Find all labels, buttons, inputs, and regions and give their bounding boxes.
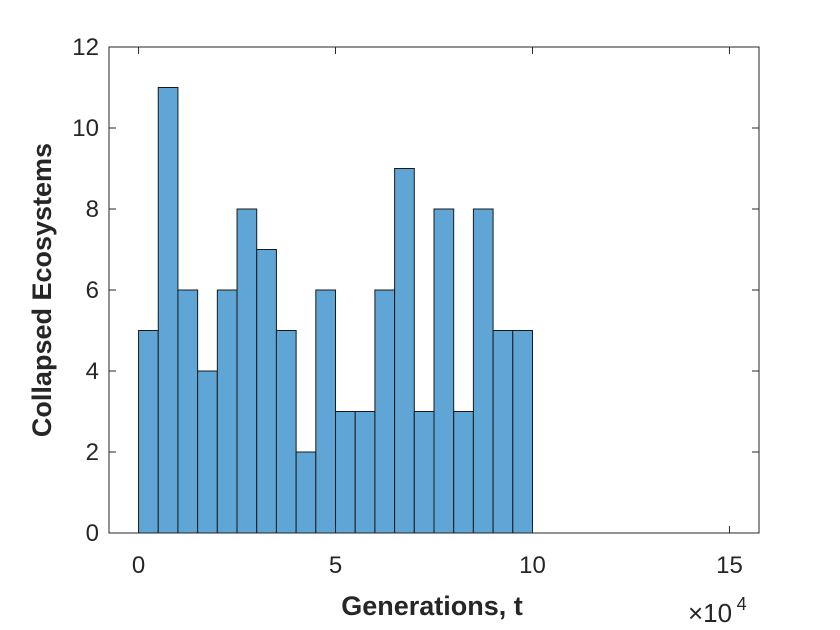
histogram-bar bbox=[275, 330, 297, 534]
x-exponent-power: 4 bbox=[737, 594, 747, 614]
histogram-bar bbox=[216, 289, 238, 534]
y-axis-label: Collapsed Ecosystems bbox=[27, 143, 57, 437]
histogram-bar bbox=[374, 289, 396, 534]
histogram-bar bbox=[256, 249, 277, 534]
y-axis: 0 2 4 6 8 10 12 bbox=[72, 34, 759, 547]
histogram-bar bbox=[138, 330, 159, 534]
histogram-bar bbox=[295, 451, 317, 534]
histogram-bar bbox=[413, 411, 435, 534]
histogram-bar bbox=[492, 330, 514, 534]
y-tick-label: 8 bbox=[86, 196, 99, 223]
x-axis-label: Generations, t bbox=[341, 591, 523, 621]
x-axis-exponent: ×10 4 bbox=[688, 594, 747, 628]
y-tick-label: 12 bbox=[72, 34, 99, 61]
y-tick-label: 10 bbox=[72, 115, 99, 142]
histogram-bar bbox=[354, 411, 376, 534]
x-tick-label: 0 bbox=[132, 552, 145, 579]
histogram-bar bbox=[394, 168, 415, 534]
y-tick-label: 4 bbox=[86, 358, 99, 385]
histogram-bar bbox=[315, 289, 337, 534]
x-tick-label: 5 bbox=[329, 552, 342, 579]
histogram-bar bbox=[157, 87, 179, 534]
histogram-bar bbox=[472, 208, 494, 534]
histogram-bar bbox=[236, 208, 258, 534]
histogram-bar bbox=[512, 330, 533, 534]
x-axis: 0 5 10 15 bbox=[132, 47, 743, 579]
histogram-bar bbox=[197, 370, 218, 534]
bars-group bbox=[138, 87, 533, 534]
y-tick-label: 0 bbox=[86, 520, 99, 547]
x-tick-label: 10 bbox=[519, 552, 546, 579]
x-exponent-base: ×10 bbox=[688, 598, 732, 628]
y-tick-label: 6 bbox=[86, 277, 99, 304]
histogram-bar bbox=[177, 289, 199, 534]
histogram-bar bbox=[453, 411, 474, 534]
histogram-bar bbox=[433, 208, 455, 534]
x-tick-label: 15 bbox=[716, 552, 743, 579]
histogram-bar bbox=[335, 411, 356, 534]
y-tick-label: 2 bbox=[86, 439, 99, 466]
